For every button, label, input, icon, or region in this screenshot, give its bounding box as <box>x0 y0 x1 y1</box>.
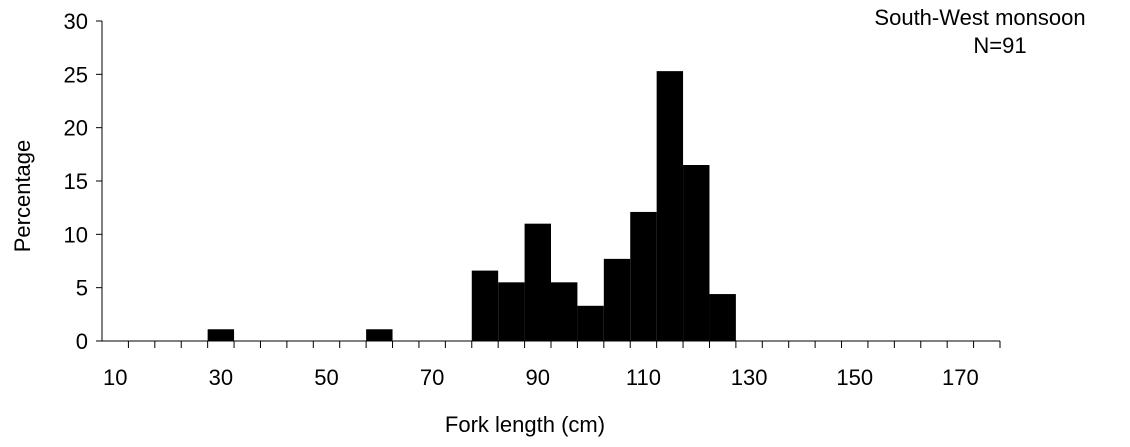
y-tick-label-15: 15 <box>64 169 88 194</box>
bar-100 <box>577 305 604 341</box>
y-tick-label-20: 20 <box>64 116 88 141</box>
x-tick-label-10: 10 <box>103 365 127 390</box>
annotation-n: N=91 <box>973 33 1027 58</box>
ticks-group: 0 5 10 15 20 25 30 10 30 50 70 90 110 130 150 170 <box>64 9 1001 390</box>
x-tick-label-130: 130 <box>731 365 768 390</box>
bar-120 <box>683 165 710 341</box>
x-tick-label-170: 170 <box>942 365 979 390</box>
y-tick-label-5: 5 <box>76 276 88 301</box>
x-tick-label-50: 50 <box>314 365 338 390</box>
x-tick-label-150: 150 <box>836 365 873 390</box>
y-tick-label-25: 25 <box>64 62 88 87</box>
bar-105 <box>603 258 631 341</box>
bar-90 <box>524 223 551 341</box>
y-tick-label-30: 30 <box>64 9 88 34</box>
bar-60 <box>366 329 393 341</box>
x-axis-label: Fork length (cm) <box>445 412 605 437</box>
bars-group <box>207 71 736 341</box>
x-tick-label-70: 70 <box>420 365 444 390</box>
x-tick-label-110: 110 <box>626 365 661 390</box>
bar-95 <box>551 282 578 341</box>
bar-30 <box>207 329 235 341</box>
bar-110 <box>630 211 657 341</box>
x-tick-label-90: 90 <box>526 365 550 390</box>
bar-85 <box>498 282 525 341</box>
annotation-box: South-West monsoon N=91 <box>840 4 1120 60</box>
y-tick-label-0: 0 <box>76 329 88 354</box>
y-tick-label-10: 10 <box>64 222 88 247</box>
bar-80 <box>471 270 499 341</box>
bar-125 <box>709 294 736 341</box>
y-axis-label: Percentage <box>10 140 35 253</box>
annotation-title: South-West monsoon <box>874 5 1086 30</box>
x-tick-label-30: 30 <box>209 365 233 390</box>
bar-115 <box>656 71 684 341</box>
